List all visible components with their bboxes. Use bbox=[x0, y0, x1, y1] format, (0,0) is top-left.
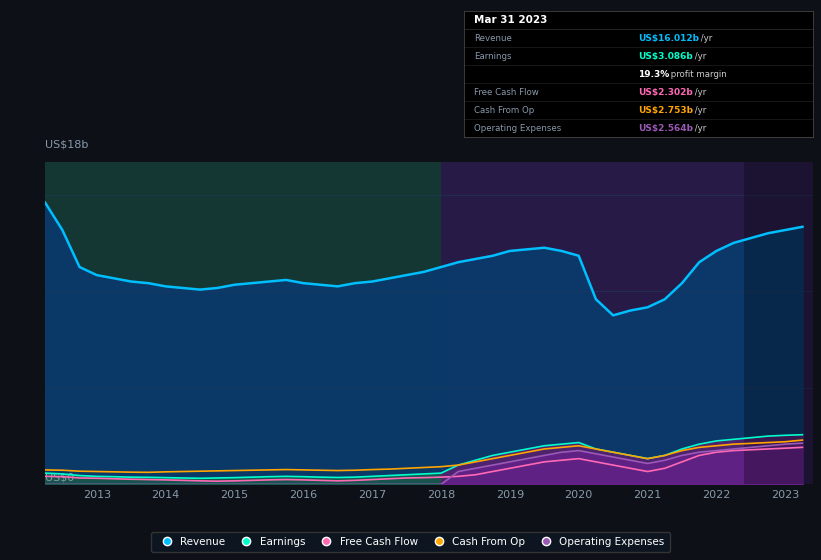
Bar bbox=[441, 162, 813, 484]
Text: US$2.564b: US$2.564b bbox=[639, 124, 693, 133]
Text: Revenue: Revenue bbox=[475, 34, 512, 43]
Text: /yr: /yr bbox=[692, 88, 706, 97]
Text: Cash From Op: Cash From Op bbox=[475, 106, 534, 115]
Text: US$18b: US$18b bbox=[45, 139, 89, 150]
Bar bbox=[744, 162, 813, 484]
Text: US$2.753b: US$2.753b bbox=[639, 106, 693, 115]
Text: profit margin: profit margin bbox=[668, 69, 727, 79]
Text: /yr: /yr bbox=[698, 34, 712, 43]
Text: US$3.086b: US$3.086b bbox=[639, 52, 693, 60]
Text: Free Cash Flow: Free Cash Flow bbox=[475, 88, 539, 97]
Text: 19.3%: 19.3% bbox=[639, 69, 670, 79]
Text: US$16.012b: US$16.012b bbox=[639, 34, 699, 43]
Text: /yr: /yr bbox=[692, 52, 706, 60]
Bar bbox=[45, 162, 441, 484]
Text: Operating Expenses: Operating Expenses bbox=[475, 124, 562, 133]
Text: /yr: /yr bbox=[692, 124, 706, 133]
Text: Mar 31 2023: Mar 31 2023 bbox=[475, 15, 548, 25]
Text: /yr: /yr bbox=[692, 106, 706, 115]
Legend: Revenue, Earnings, Free Cash Flow, Cash From Op, Operating Expenses: Revenue, Earnings, Free Cash Flow, Cash … bbox=[151, 531, 670, 552]
Text: US$2.302b: US$2.302b bbox=[639, 88, 693, 97]
Text: Earnings: Earnings bbox=[475, 52, 511, 60]
Text: US$0: US$0 bbox=[45, 473, 75, 483]
